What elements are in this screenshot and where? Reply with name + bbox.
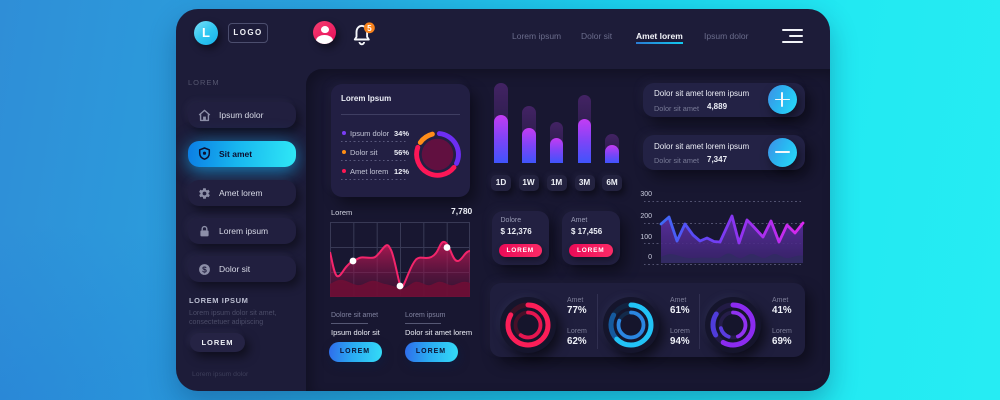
svg-text:5: 5	[367, 24, 372, 33]
svg-text:$: $	[202, 264, 207, 274]
